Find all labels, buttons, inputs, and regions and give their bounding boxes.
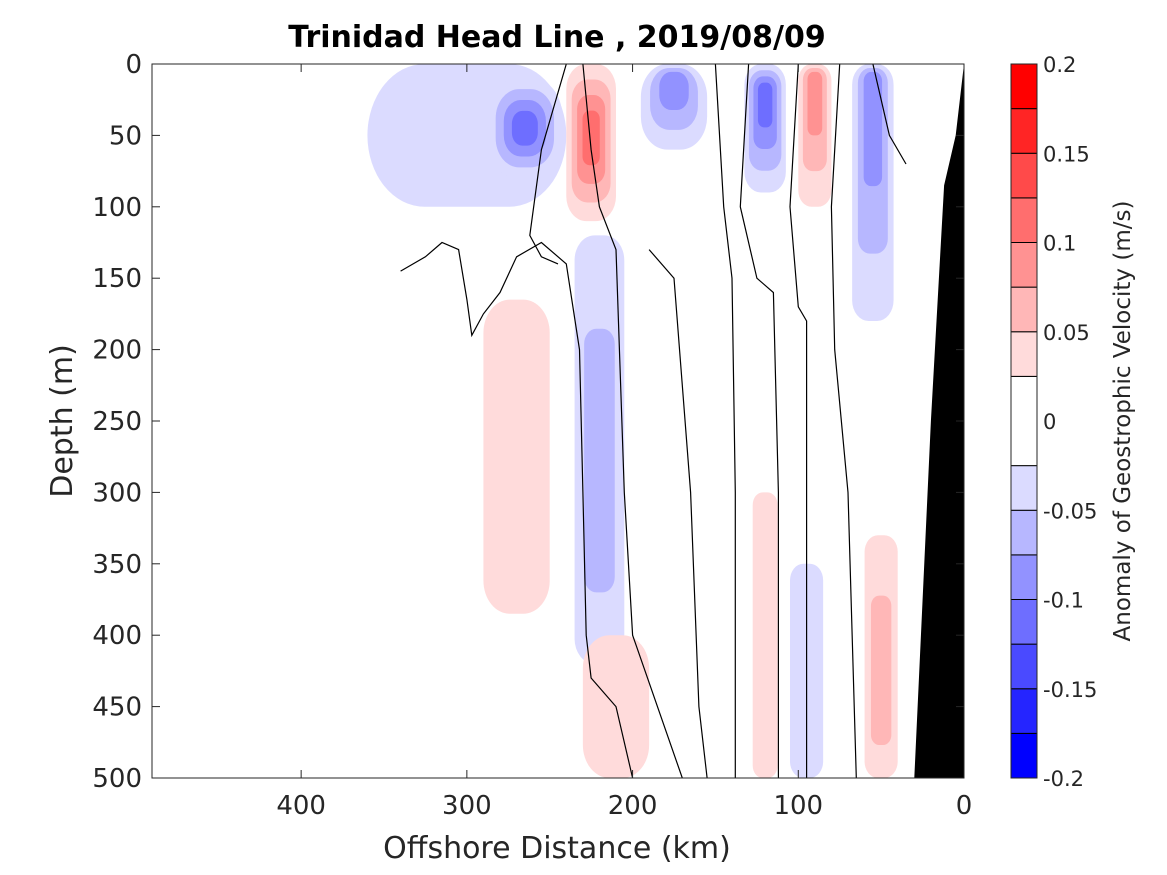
colorbar-segment <box>1010 108 1038 154</box>
colorbar-segment <box>1010 688 1038 734</box>
colorbar-segment <box>1010 599 1038 645</box>
anomaly-patch <box>511 110 538 146</box>
colorbar-segment <box>1010 242 1038 288</box>
y-tick-label: 400 <box>92 621 142 651</box>
anomaly-patch <box>863 71 883 187</box>
y-tick-label: 200 <box>92 336 142 366</box>
colorbar-label: Anomaly of Geostrophic Velocity (m/s) <box>1110 201 1136 642</box>
colorbar-tick-label: -0.15 <box>1043 678 1097 702</box>
x-axis-label: Offshore Distance (km) <box>383 831 731 866</box>
colorbar-segment <box>1010 197 1038 243</box>
contour-fill-layer <box>367 64 898 778</box>
anomaly-patch <box>752 492 778 778</box>
colorbar-segment <box>1010 375 1038 467</box>
anomaly-patch <box>757 82 773 128</box>
colorbar: 0.2 0.15 0.1 0.05 0 -0.05 -0.1 -0.15 -0.2 <box>1010 53 1097 791</box>
colorbar-tick-label: -0.2 <box>1043 767 1084 791</box>
x-tick-label: 400 <box>276 791 326 821</box>
y-tick-label: 500 <box>92 764 142 794</box>
colorbar-segment <box>1010 509 1038 556</box>
zero-contour <box>830 64 857 778</box>
colorbar-segment <box>1010 554 1038 600</box>
anomaly-patch <box>659 71 689 111</box>
colorbar-segment <box>1010 732 1038 779</box>
y-tick-label: 450 <box>92 693 142 723</box>
colorbar-segment <box>1010 152 1038 199</box>
anomaly-patch <box>584 328 615 593</box>
zero-contour <box>789 64 808 778</box>
y-tick-label: 0 <box>125 50 142 80</box>
zero-contour <box>648 249 708 778</box>
zero-contour <box>400 241 634 778</box>
colorbar-tick-label: 0.1 <box>1043 232 1076 256</box>
anomaly-patch <box>807 71 823 136</box>
zero-contour-layer <box>400 64 907 778</box>
colorbar-segment <box>1010 286 1038 333</box>
anomaly-patch <box>483 299 550 614</box>
y-tick-label: 150 <box>92 264 142 294</box>
y-tick-label: 50 <box>109 121 142 151</box>
y-tick-label: 250 <box>92 407 142 437</box>
zero-contour <box>714 64 736 778</box>
colorbar-tick-label: 0.15 <box>1043 142 1090 166</box>
colorbar-segment <box>1010 331 1038 377</box>
x-axis: 400 300 200 100 0 <box>276 64 972 821</box>
y-tick-label: 100 <box>92 193 142 223</box>
colorbar-tick-label: -0.05 <box>1043 499 1097 523</box>
zero-contour <box>739 64 779 778</box>
zero-contour <box>872 64 907 165</box>
zero-contour <box>582 64 683 778</box>
colorbar-tick-label: 0 <box>1043 410 1056 434</box>
colorbar-frame <box>1010 63 1038 779</box>
anomaly-patch <box>870 595 892 746</box>
y-axis: 0 50 100 150 200 250 300 350 400 450 500 <box>92 50 964 794</box>
anomaly-patch <box>582 110 600 166</box>
colorbar-tick-label: 0.2 <box>1043 53 1076 77</box>
zero-contour <box>529 64 567 265</box>
chart-title: Trinidad Head Line , 2019/08/09 <box>288 20 825 55</box>
colorbar-segment <box>1010 63 1038 110</box>
x-tick-label: 200 <box>608 791 658 821</box>
colorbar-segment <box>1010 465 1038 511</box>
y-tick-label: 350 <box>92 550 142 580</box>
colorbar-tick-label: 0.05 <box>1043 321 1090 345</box>
x-tick-label: 0 <box>956 791 973 821</box>
y-tick-label: 300 <box>92 478 142 508</box>
bathymetry-layer <box>914 64 964 778</box>
colorbar-segment <box>1010 643 1038 690</box>
bathymetry-shelf <box>914 64 964 778</box>
x-tick-label: 100 <box>773 791 823 821</box>
colorbar-tick-label: -0.1 <box>1043 589 1084 613</box>
x-tick-label: 300 <box>442 791 492 821</box>
y-axis-label: Depth (m) <box>45 344 80 498</box>
